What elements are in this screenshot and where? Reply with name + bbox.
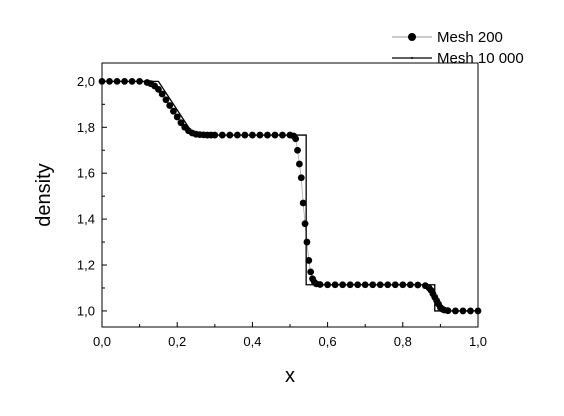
y-axis-ticks: 1,0 1,2 1,4 1,6 1,8 2,0 (77, 74, 107, 318)
y-tick-label: 1,6 (77, 166, 95, 181)
legend-marker-mesh-200 (408, 33, 416, 41)
data-point (297, 174, 305, 182)
x-axis-label: x (285, 365, 295, 387)
y-tick-label: 1,2 (77, 258, 95, 273)
legend-label-mesh-10000: Mesh 10 000 (437, 50, 524, 67)
y-axis-label: density (33, 163, 55, 226)
x-tick-label: 1,0 (469, 334, 487, 349)
data-point (173, 113, 181, 121)
y-tick-label: 2,0 (77, 74, 95, 89)
series-mesh-10-000 (102, 80, 478, 312)
x-tick-label: 0,8 (394, 334, 412, 349)
legend-label-mesh-200: Mesh 200 (437, 29, 503, 46)
data-point (155, 86, 162, 93)
legend-marker-mesh-10000 (411, 57, 413, 59)
data-point (170, 107, 177, 115)
y-tick-label: 1,8 (77, 120, 95, 135)
x-tick-label: 0,2 (168, 334, 186, 349)
data-point (305, 257, 313, 264)
x-tick-label: 0,4 (243, 334, 261, 349)
data-point (303, 238, 311, 246)
legend-item-mesh-10000: Mesh 10 000 (392, 50, 524, 67)
data-point (294, 146, 301, 154)
data-point (301, 220, 309, 228)
y-tick-label: 1,0 (77, 303, 95, 318)
data-point (299, 199, 307, 207)
data-point (292, 135, 300, 143)
y-tick-label: 1,4 (77, 212, 95, 227)
legend: Mesh 200 Mesh 10 000 (392, 29, 524, 67)
data-point (166, 102, 174, 109)
series-layer (98, 77, 482, 315)
x-tick-label: 0,0 (93, 334, 111, 349)
x-tick-label: 0,6 (319, 334, 337, 349)
data-point (296, 160, 303, 168)
x-axis-ticks: 0,0 0,2 0,4 0,6 0,8 1,0 (93, 322, 487, 349)
data-point (158, 90, 166, 98)
legend-item-mesh-200: Mesh 200 (392, 29, 503, 46)
plot-area: 0,0 0,2 0,4 0,6 0,8 1,0 1,0 1,2 1,4 1,6 1,8 2,0 (77, 62, 487, 349)
data-point (307, 268, 315, 276)
series-line-mesh-10-000 (102, 80, 478, 312)
data-point (162, 96, 170, 104)
data-point (177, 119, 185, 127)
